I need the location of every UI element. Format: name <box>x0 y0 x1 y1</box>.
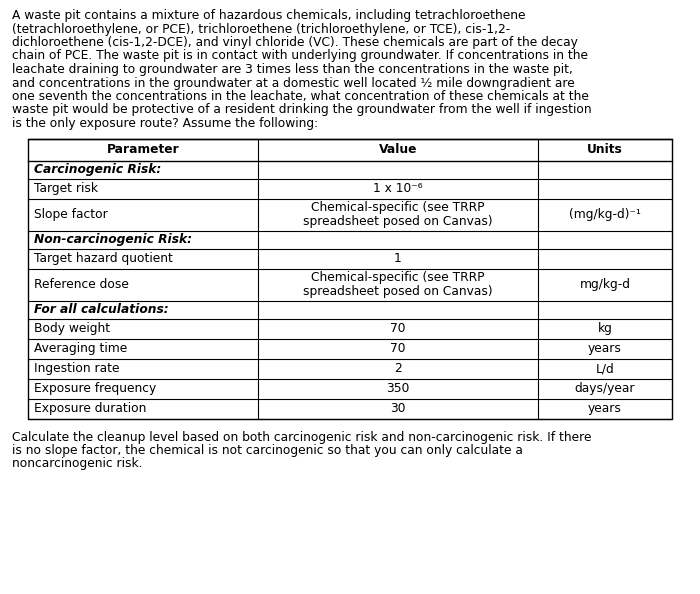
Text: kg: kg <box>598 322 612 335</box>
Text: Reference dose: Reference dose <box>34 278 129 291</box>
Text: 350: 350 <box>386 382 410 395</box>
Text: Parameter: Parameter <box>106 143 179 156</box>
Text: noncarcinogenic risk.: noncarcinogenic risk. <box>12 457 143 470</box>
Text: mg/kg-d: mg/kg-d <box>580 278 631 291</box>
Text: Target hazard quotient: Target hazard quotient <box>34 252 173 265</box>
Text: years: years <box>588 402 622 415</box>
Text: 1: 1 <box>394 252 402 265</box>
Text: leachate draining to groundwater are 3 times less than the concentrations in the: leachate draining to groundwater are 3 t… <box>12 63 573 76</box>
Text: Exposure frequency: Exposure frequency <box>34 382 156 395</box>
Text: For all calculations:: For all calculations: <box>34 303 169 316</box>
Text: Non-carcinogenic Risk:: Non-carcinogenic Risk: <box>34 233 192 246</box>
Text: Ingestion rate: Ingestion rate <box>34 362 120 375</box>
Text: chain of PCE. The waste pit is in contact with underlying groundwater. If concen: chain of PCE. The waste pit is in contac… <box>12 49 588 62</box>
Text: Calculate the cleanup level based on both carcinogenic risk and non-carcinogenic: Calculate the cleanup level based on bot… <box>12 431 592 444</box>
Text: L/d: L/d <box>596 362 615 375</box>
Text: Body weight: Body weight <box>34 322 110 335</box>
Bar <box>28 138 672 419</box>
Text: 70: 70 <box>391 322 406 335</box>
Text: spreadsheet posed on Canvas): spreadsheet posed on Canvas) <box>303 285 493 298</box>
Text: Carcinogenic Risk:: Carcinogenic Risk: <box>34 163 161 176</box>
Text: waste pit would be protective of a resident drinking the groundwater from the we: waste pit would be protective of a resid… <box>12 103 592 116</box>
Text: is the only exposure route? Assume the following:: is the only exposure route? Assume the f… <box>12 117 318 130</box>
Text: Exposure duration: Exposure duration <box>34 402 146 415</box>
Text: Value: Value <box>379 143 417 156</box>
Text: years: years <box>588 342 622 355</box>
Text: Units: Units <box>587 143 623 156</box>
Text: Chemical-specific (see TRRP: Chemical-specific (see TRRP <box>312 201 484 214</box>
Text: A waste pit contains a mixture of hazardous chemicals, including tetrachloroethe: A waste pit contains a mixture of hazard… <box>12 9 526 22</box>
Text: one seventh the concentrations in the leachate, what concentration of these chem: one seventh the concentrations in the le… <box>12 90 589 103</box>
Text: Slope factor: Slope factor <box>34 208 108 221</box>
Text: spreadsheet posed on Canvas): spreadsheet posed on Canvas) <box>303 215 493 228</box>
Text: dichloroethene (cis-1,2-DCE), and vinyl chloride (VC). These chemicals are part : dichloroethene (cis-1,2-DCE), and vinyl … <box>12 36 578 49</box>
Text: (mg/kg-d)⁻¹: (mg/kg-d)⁻¹ <box>569 208 641 221</box>
Text: is no slope factor, the chemical is not carcinogenic so that you can only calcul: is no slope factor, the chemical is not … <box>12 444 523 457</box>
Text: Chemical-specific (see TRRP: Chemical-specific (see TRRP <box>312 271 484 284</box>
Text: days/year: days/year <box>575 382 636 395</box>
Text: 70: 70 <box>391 342 406 355</box>
Text: Averaging time: Averaging time <box>34 342 127 355</box>
Text: 1 x 10⁻⁶: 1 x 10⁻⁶ <box>373 182 423 195</box>
Text: Target risk: Target risk <box>34 182 98 195</box>
Text: 30: 30 <box>391 402 406 415</box>
Text: and concentrations in the groundwater at a domestic well located ½ mile downgrad: and concentrations in the groundwater at… <box>12 77 575 90</box>
Text: (tetrachloroethylene, or PCE), trichloroethene (trichloroethylene, or TCE), cis-: (tetrachloroethylene, or PCE), trichloro… <box>12 23 510 36</box>
Text: 2: 2 <box>394 362 402 375</box>
